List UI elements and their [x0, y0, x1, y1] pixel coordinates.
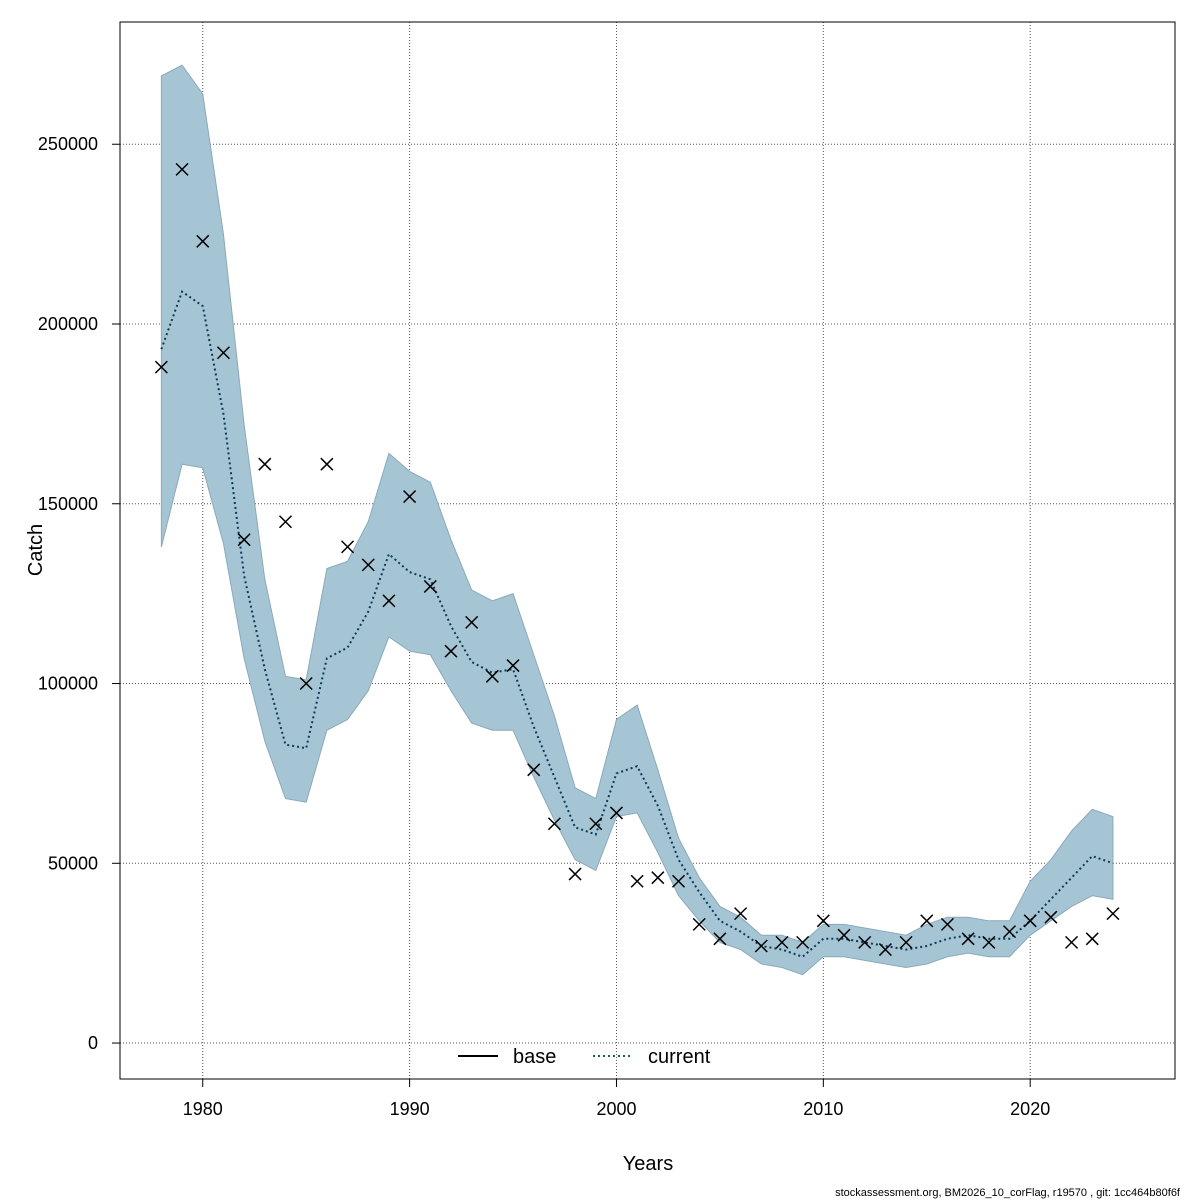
observed-point: [816, 914, 830, 928]
x-tick-label: 2000: [596, 1099, 636, 1119]
observed-point: [258, 457, 272, 471]
observed-point: [361, 558, 375, 572]
observed-point: [1002, 925, 1017, 939]
observed-point: [568, 867, 582, 881]
observed-point: [878, 943, 892, 957]
y-tick-label: 0: [88, 1033, 98, 1053]
observed-point: [920, 914, 934, 928]
observed-point: [382, 594, 396, 608]
observed-point: [423, 579, 437, 593]
observed-point: [754, 939, 768, 953]
y-tick-label: 250000: [38, 134, 98, 154]
observed-points-layer: [154, 162, 1120, 957]
observed-point: [796, 935, 810, 949]
observed-point: [154, 360, 168, 374]
observed-point: [485, 669, 499, 683]
x-tick-label: 2010: [803, 1099, 843, 1119]
observed-point: [858, 935, 872, 949]
observed-point: [940, 917, 954, 931]
observed-point: [1106, 907, 1120, 921]
observed-point: [1085, 932, 1099, 946]
y-tick-label: 50000: [48, 853, 98, 873]
observed-point: [196, 234, 210, 248]
observed-point: [692, 917, 706, 931]
observed-point: [299, 676, 313, 691]
observed-point: [609, 806, 624, 820]
series-current-line: [160, 290, 1114, 958]
observed-point: [465, 615, 479, 629]
plot-frame: [119, 21, 1176, 1080]
confidence-band: [160, 64, 1114, 976]
observed-point: [547, 817, 561, 831]
observed-point: [444, 644, 458, 658]
observed-point: [837, 928, 851, 942]
observed-point: [982, 935, 996, 949]
y-tick-label: 100000: [38, 674, 98, 694]
observed-point: [341, 540, 355, 554]
observed-point: [630, 874, 644, 888]
observed-point: [237, 533, 251, 547]
y-tick-label: 150000: [38, 494, 98, 514]
legend-base-label: base: [513, 1046, 556, 1068]
current-line-layer: [160, 290, 1114, 958]
observed-point: [734, 907, 748, 921]
x-axis-title: Years: [623, 1153, 673, 1175]
observed-point: [775, 935, 789, 949]
legend: base current: [458, 1046, 711, 1068]
x-tick-label: 1980: [183, 1099, 223, 1119]
observed-point: [278, 515, 293, 529]
y-tick-label: 200000: [38, 314, 98, 334]
observed-point: [403, 490, 417, 504]
confidence-band-layer: [160, 64, 1114, 976]
observed-point: [1065, 935, 1079, 949]
observed-point: [671, 874, 686, 888]
legend-current-label: current: [648, 1046, 711, 1068]
observed-point: [651, 871, 665, 885]
observed-point: [713, 932, 727, 946]
footer-credit: stockassessment.org, BM2026_10_corFlag, …: [835, 1187, 1181, 1199]
y-axis-title: Catch: [25, 524, 47, 576]
observed-point: [899, 935, 913, 949]
observed-point: [175, 162, 189, 176]
x-tick-label: 1990: [390, 1099, 430, 1119]
observed-point: [216, 346, 230, 360]
axis-layer: 1980 1990 2000 2010 2020 0 50000 100000 150000 20…: [38, 134, 1050, 1119]
observed-point: [589, 817, 603, 831]
observed-point: [506, 659, 520, 673]
observed-point: [1044, 910, 1058, 924]
observed-point: [1023, 914, 1037, 928]
observed-point: [961, 932, 975, 946]
observed-point: [527, 763, 541, 777]
observed-point: [320, 457, 334, 471]
x-tick-label: 2020: [1010, 1099, 1050, 1119]
